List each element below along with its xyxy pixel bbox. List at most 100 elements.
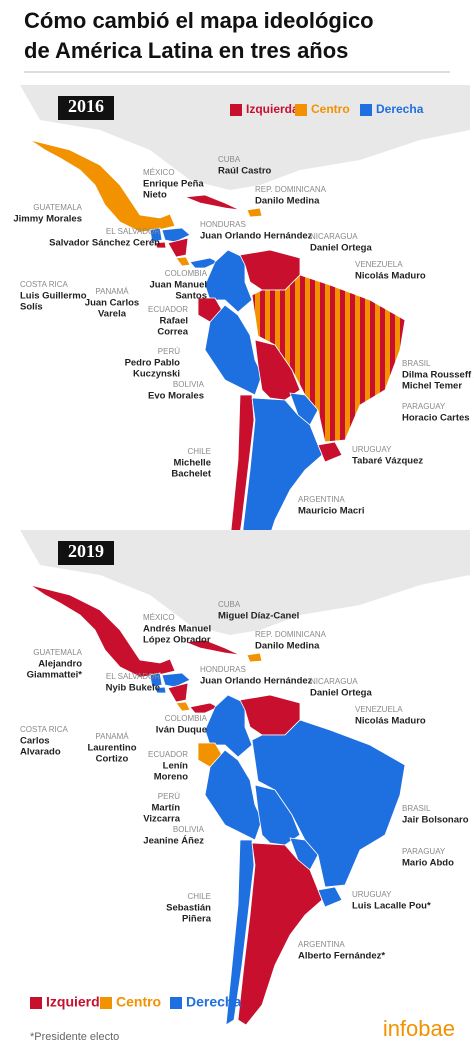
president-name: Michel Temer xyxy=(402,381,462,392)
president-name: Miguel Díaz-Canel xyxy=(218,611,299,622)
president-name: Varela xyxy=(98,309,127,320)
country-name: CHILE xyxy=(187,892,211,901)
president-name: Kuczynski xyxy=(133,369,180,380)
president-name: Santos xyxy=(175,291,207,302)
country-name: MÉXICO xyxy=(143,613,175,622)
country-name: EL SALVADOR xyxy=(106,227,160,236)
country-name: PANAMÁ xyxy=(95,732,129,741)
president-name: Carlos xyxy=(20,736,50,747)
president-name: Alvarado xyxy=(20,747,61,758)
president-name: Nyib Bukele xyxy=(106,683,160,694)
country-name: VENEZUELA xyxy=(355,705,403,714)
president-name: Juan Carlos xyxy=(85,298,139,309)
country-name: CUBA xyxy=(218,155,241,164)
president-name: Piñera xyxy=(182,914,212,925)
country-shape xyxy=(204,694,253,758)
country-name: PERÚ xyxy=(158,792,180,801)
legend-label: Centro xyxy=(311,102,350,116)
country-name: REP. DOMINICANA xyxy=(255,185,327,194)
country-shape xyxy=(246,652,263,663)
president-name: Mauricio Macri xyxy=(298,506,365,517)
president-name: Solís xyxy=(20,302,43,313)
legend-label: Izquierda xyxy=(246,102,299,116)
president-name: Danilo Medina xyxy=(255,641,320,652)
country-shape xyxy=(184,194,241,211)
president-name: Nieto xyxy=(143,190,167,201)
country-name: BOLIVIA xyxy=(173,380,205,389)
president-name: Alberto Fernández* xyxy=(298,951,385,962)
year-box xyxy=(58,96,114,120)
president-name: Giammattei* xyxy=(27,670,83,681)
country-name: CUBA xyxy=(218,600,241,609)
president-name: Jimmy Morales xyxy=(13,214,82,225)
country-shape xyxy=(175,256,191,267)
country-shape xyxy=(161,227,191,243)
map xyxy=(20,85,470,581)
president-name: Mario Abdo xyxy=(402,858,454,869)
year-label: 2016 xyxy=(68,96,104,116)
country-name: URUGUAY xyxy=(352,445,392,454)
country-name: HONDURAS xyxy=(200,665,246,674)
country-shape xyxy=(246,207,263,218)
country-name: COSTA RICA xyxy=(20,280,69,289)
president-name: Nicolás Maduro xyxy=(355,271,426,282)
country-name: PARAGUAY xyxy=(402,402,446,411)
country-name: COSTA RICA xyxy=(20,725,69,734)
country-name: VENEZUELA xyxy=(355,260,403,269)
president-name: Juan Orlando Hernández xyxy=(200,676,313,687)
president-name: Correa xyxy=(157,327,188,338)
country-name: NICARAGUA xyxy=(310,677,358,686)
country-shape xyxy=(189,702,219,714)
president-name: Iván Duque xyxy=(156,725,207,736)
country-name: BRASIL xyxy=(402,804,431,813)
footnote: *Presidente electo xyxy=(30,1031,119,1043)
president-name: Jeanine Áñez xyxy=(143,836,204,847)
president-name: Tabaré Vázquez xyxy=(352,456,423,467)
president-name: Nicolás Maduro xyxy=(355,716,426,727)
country-shape xyxy=(154,686,167,694)
president-name: Martín xyxy=(152,803,181,814)
president-name: Raúl Castro xyxy=(218,166,272,177)
president-name: Moreno xyxy=(154,772,189,783)
country-shape xyxy=(204,749,263,841)
year-box xyxy=(58,541,114,565)
title-line: Cómo cambió el mapa ideológico xyxy=(24,8,374,33)
president-name: Laurentino xyxy=(87,743,136,754)
country-name: ECUADOR xyxy=(148,305,188,314)
year-label: 2019 xyxy=(68,541,104,561)
country-name: PERÚ xyxy=(158,347,180,356)
president-name: Salvador Sánchez Cerén xyxy=(49,238,160,249)
president-name: Luis Guillermo xyxy=(20,291,87,302)
brand: infobae xyxy=(383,1016,455,1041)
legend-swatch xyxy=(170,997,182,1009)
country-name: PANAMÁ xyxy=(95,287,129,296)
president-name: Daniel Ortega xyxy=(310,243,372,254)
president-name: Lenín xyxy=(163,761,189,772)
country-shape xyxy=(289,392,319,426)
country-shape xyxy=(289,837,319,871)
country-shape xyxy=(161,672,191,688)
president-name: Sebastián xyxy=(166,903,211,914)
president-name: Evo Morales xyxy=(148,391,204,402)
country-name: BRASIL xyxy=(402,359,431,368)
president-name: Bachelet xyxy=(171,469,211,480)
country-name: GUATEMALA xyxy=(33,203,82,212)
country-shape xyxy=(154,241,167,249)
country-name: PARAGUAY xyxy=(402,847,446,856)
president-name: Jair Bolsonaro xyxy=(402,815,469,826)
country-name: HONDURAS xyxy=(200,220,246,229)
legend-swatch xyxy=(230,104,242,116)
legend-label: Derecha xyxy=(186,994,241,1010)
country-name: COLOMBIA xyxy=(165,269,208,278)
country-name: CHILE xyxy=(187,447,211,456)
president-name: Juan Manuel xyxy=(149,280,207,291)
legend-swatch xyxy=(360,104,372,116)
president-name: Horacio Cartes xyxy=(402,413,470,424)
country-shape xyxy=(184,639,241,656)
country-name: ARGENTINA xyxy=(298,940,345,949)
country-shape xyxy=(149,227,163,243)
country-name: URUGUAY xyxy=(352,890,392,899)
country-shape xyxy=(204,249,253,313)
